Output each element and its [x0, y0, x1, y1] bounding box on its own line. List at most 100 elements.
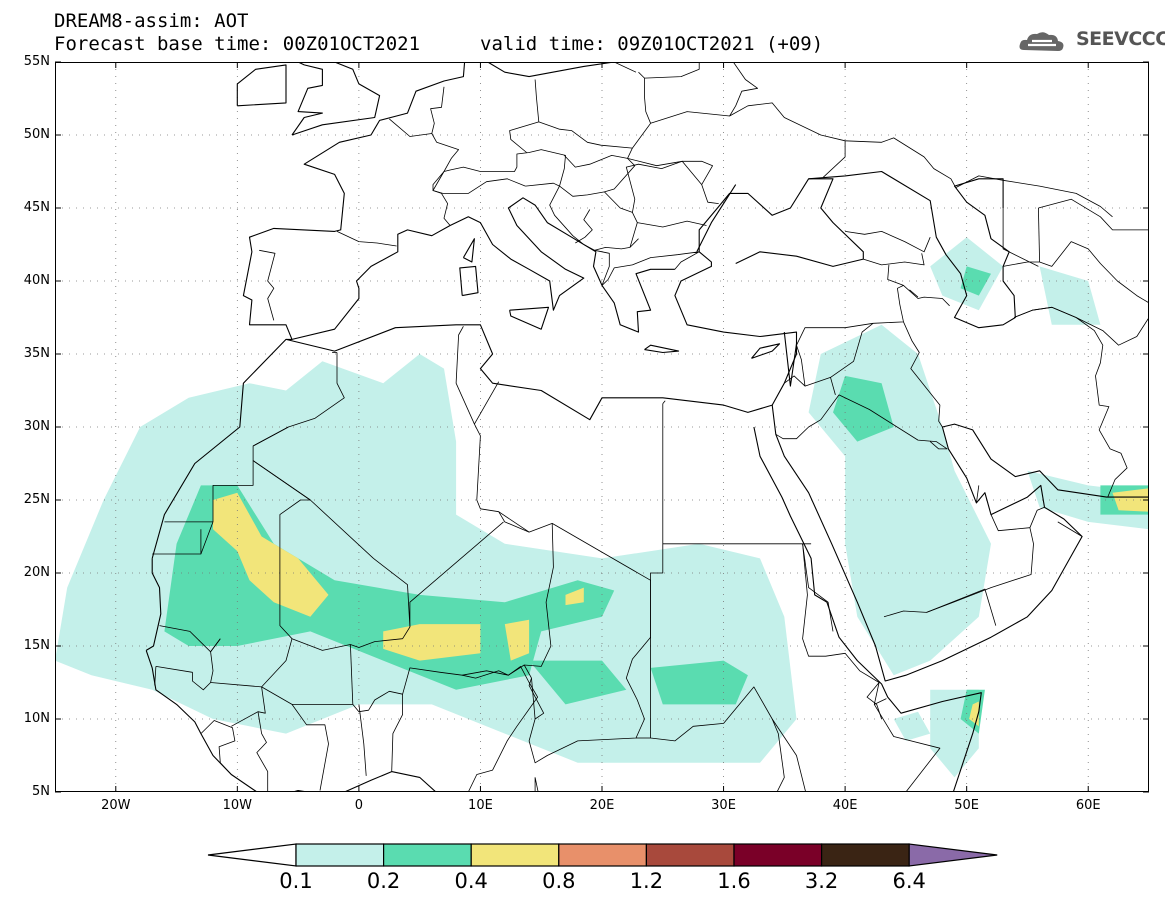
country-border	[887, 264, 950, 307]
cloud-icon	[1019, 32, 1064, 51]
country-border	[909, 289, 919, 298]
country-border	[252, 352, 345, 501]
country-border	[430, 86, 445, 134]
country-border	[256, 686, 269, 792]
country-border	[474, 381, 500, 425]
coastline	[753, 426, 982, 792]
coastline	[771, 405, 1149, 682]
country-border	[604, 158, 636, 193]
country-border	[531, 678, 536, 720]
country-border	[509, 79, 540, 153]
country-border	[802, 543, 887, 705]
country-border	[409, 521, 504, 627]
country-border	[614, 62, 637, 73]
lon-tick-label: 10W	[222, 798, 253, 813]
country-border	[802, 543, 834, 632]
country-border	[549, 185, 610, 286]
country-border	[1057, 521, 1083, 537]
forecast-base-time: Forecast base time: 00Z01OCT2021	[54, 33, 421, 55]
aot-region-0	[55, 354, 797, 763]
lon-tick-label: 20E	[589, 798, 615, 813]
country-border	[775, 394, 948, 450]
aot-region-18	[1112, 488, 1149, 512]
lat-tick-label: 30N	[23, 419, 50, 434]
country-border	[955, 175, 1113, 218]
country-border	[1003, 241, 1149, 304]
lon-tick-label: 60E	[1075, 798, 1101, 813]
aot-region-14	[213, 492, 329, 617]
country-border	[523, 664, 532, 679]
lat-tick-label: 45N	[23, 200, 50, 215]
country-border	[154, 666, 157, 686]
country-border	[155, 666, 211, 691]
lon-tick-label: 0	[354, 798, 364, 813]
coastline	[291, 62, 381, 136]
colorbar-label: 1.2	[629, 869, 664, 893]
coastline	[145, 650, 437, 792]
map-title: DREAM8-assim: AOT	[54, 10, 249, 32]
country-border	[336, 231, 397, 247]
colorbar-label: 0.1	[279, 869, 313, 893]
aot-region-8	[833, 375, 894, 442]
country-border	[1038, 207, 1040, 263]
colorbar-swatch	[295, 843, 385, 867]
country-border	[432, 149, 566, 194]
colorbar-swatch	[558, 843, 647, 867]
lon-tick-label: 50E	[954, 798, 980, 813]
coastline	[644, 344, 680, 354]
country-border	[873, 704, 941, 792]
country-border	[863, 253, 925, 266]
colorbar-label: 6.4	[892, 869, 926, 893]
country-border	[462, 666, 538, 792]
country-border	[771, 718, 807, 792]
coastline	[509, 306, 550, 330]
aot-region-16	[504, 619, 530, 661]
lon-tick-label: 30E	[711, 798, 736, 813]
country-border	[625, 160, 719, 213]
coastline	[151, 178, 864, 559]
lat-tick-label: 35N	[23, 346, 50, 361]
colorbar-label: 1.6	[717, 869, 751, 893]
country-border	[252, 426, 289, 447]
country-border	[662, 400, 666, 404]
country-border	[929, 441, 948, 450]
coastline	[291, 197, 675, 340]
country-border	[650, 102, 846, 178]
country-border	[830, 285, 904, 378]
colorbar-label: 0.2	[366, 869, 401, 893]
colorbar-label: 0.8	[542, 869, 576, 893]
aot-region-13	[960, 266, 991, 296]
country-border	[261, 686, 329, 791]
lat-tick-label: 10N	[23, 711, 50, 726]
coastline	[145, 558, 162, 651]
country-border	[804, 376, 836, 396]
colorbar-swatch	[733, 843, 823, 867]
aot-region-15	[383, 624, 481, 661]
coastline	[751, 343, 781, 359]
valid-time: valid time: 09Z01OCT2021 (+09)	[480, 33, 824, 55]
lat-tick-label: 25N	[23, 492, 50, 507]
country-border	[528, 523, 651, 764]
lon-tick-label: 40E	[832, 798, 858, 813]
country-border	[159, 625, 221, 653]
colorbar-swatch	[820, 843, 910, 867]
lat-tick-label: 20N	[23, 565, 50, 580]
country-border	[498, 511, 530, 533]
colorbar-over-arrow	[908, 843, 998, 867]
country-border	[291, 499, 411, 651]
country-border	[650, 403, 664, 581]
colorbar-swatch	[645, 843, 735, 867]
colorbar-under-arrow	[207, 843, 297, 867]
country-border	[883, 506, 1045, 618]
country-border	[231, 711, 259, 727]
country-border	[1013, 306, 1149, 346]
country-border	[990, 514, 1030, 532]
country-border	[402, 326, 554, 695]
country-border	[674, 251, 700, 270]
coastline	[236, 64, 287, 107]
country-border	[350, 644, 354, 705]
country-border	[259, 249, 276, 321]
coastline	[783, 332, 798, 387]
country-border	[534, 580, 785, 792]
